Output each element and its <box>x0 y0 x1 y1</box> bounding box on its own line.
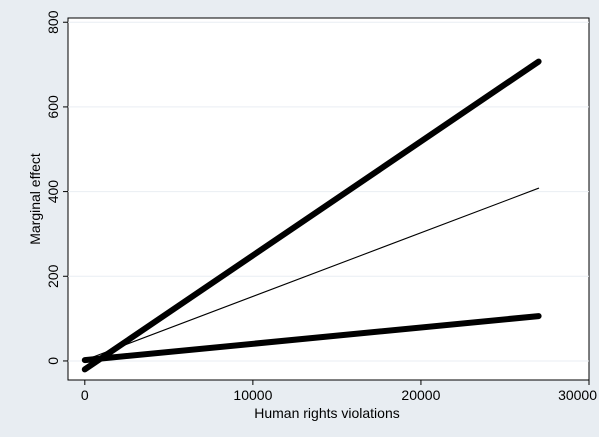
x-tick-label: 10000 <box>233 387 272 403</box>
series-line-1 <box>81 58 542 373</box>
y-axis-title: Marginal effect <box>27 153 43 245</box>
x-tick-label: 0 <box>81 387 89 403</box>
series-line-2 <box>84 187 540 361</box>
x-tick-label: 30000 <box>558 387 597 403</box>
x-axis-title: Human rights violations <box>254 405 400 421</box>
x-tick-label: 20000 <box>401 387 440 403</box>
y-tick-label: 400 <box>45 180 61 204</box>
y-tick-label: 200 <box>45 264 61 288</box>
axes: 0 200 400 600 800 0 10000 20000 30000 <box>45 10 597 403</box>
grid-lines <box>68 21 589 362</box>
series-group <box>81 58 542 373</box>
y-tick-label: 800 <box>45 10 61 34</box>
y-tick-label: 600 <box>45 95 61 119</box>
y-tick-label: 0 <box>45 357 61 365</box>
series-line-3 <box>81 313 542 364</box>
